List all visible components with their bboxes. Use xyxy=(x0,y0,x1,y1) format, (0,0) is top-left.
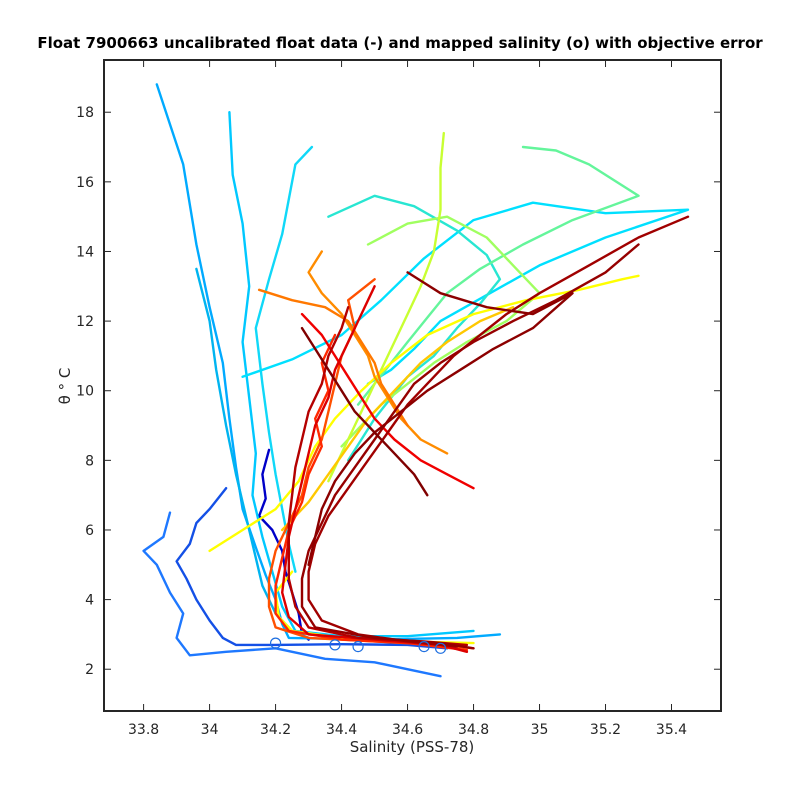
x-tick-label: 33.8 xyxy=(128,722,159,738)
profile-line-23 xyxy=(307,215,690,648)
y-tick-label: 10 xyxy=(76,384,94,400)
profile-line-26 xyxy=(300,326,429,497)
x-tick-label: 34.4 xyxy=(326,722,357,738)
profile-line-20 xyxy=(300,312,475,490)
profile-line-6 xyxy=(228,111,475,638)
x-tick-label: 34.8 xyxy=(458,722,489,738)
plot-frame xyxy=(103,59,722,712)
x-tick-label: 34 xyxy=(201,722,219,738)
mapped-salinity-marker-2 xyxy=(329,639,341,651)
profile-line-21 xyxy=(281,285,469,653)
profile-line-1 xyxy=(257,448,310,641)
profile-line-12 xyxy=(327,131,445,483)
mapped-salinity-marker-3 xyxy=(352,640,364,653)
profile-line-7 xyxy=(254,145,314,573)
profile-line-13 xyxy=(208,274,640,553)
mapped-salinity-markers xyxy=(269,637,447,654)
x-axis-ticks: 33.8 34 34.2 34.4 34.6 34.8 35 35.2 35.4 xyxy=(128,60,687,738)
y-tick-label: 16 xyxy=(76,175,94,191)
profile-line-24 xyxy=(300,243,640,650)
series-layer xyxy=(142,83,690,678)
x-tick-label: 35.2 xyxy=(590,722,621,738)
y-tick-label: 14 xyxy=(76,244,94,260)
x-tick-label: 34.2 xyxy=(260,722,291,738)
y-axis-title: θ ° C xyxy=(56,368,74,405)
y-tick-label: 4 xyxy=(85,593,94,609)
mapped-salinity-marker-1 xyxy=(269,637,282,649)
y-tick-label: 6 xyxy=(85,523,94,539)
profile-line-3 xyxy=(142,511,442,678)
mapped-salinity-marker-5 xyxy=(434,642,447,654)
chart-title: Float 7900663 uncalibrated float data (-… xyxy=(37,34,763,52)
profile-line-2 xyxy=(175,487,449,650)
x-tick-label: 34.6 xyxy=(392,722,423,738)
profile-line-22 xyxy=(287,306,469,647)
profile-line-15 xyxy=(281,306,515,532)
y-tick-label: 18 xyxy=(76,105,94,121)
y-tick-label: 2 xyxy=(85,662,94,678)
x-tick-label: 35.4 xyxy=(656,722,687,738)
y-tick-label: 8 xyxy=(85,453,94,469)
profile-line-18 xyxy=(267,278,475,650)
profile-line-17 xyxy=(257,288,409,427)
profile-line-25 xyxy=(307,271,574,566)
x-axis-title: Salinity (PSS-78) xyxy=(350,738,475,756)
x-tick-label: 35 xyxy=(531,722,549,738)
y-axis-ticks: 2 4 6 8 10 12 14 16 18 xyxy=(76,105,721,678)
profile-line-8 xyxy=(241,201,690,385)
y-tick-label: 12 xyxy=(76,314,94,330)
mapped-salinity-marker-4 xyxy=(418,640,430,653)
